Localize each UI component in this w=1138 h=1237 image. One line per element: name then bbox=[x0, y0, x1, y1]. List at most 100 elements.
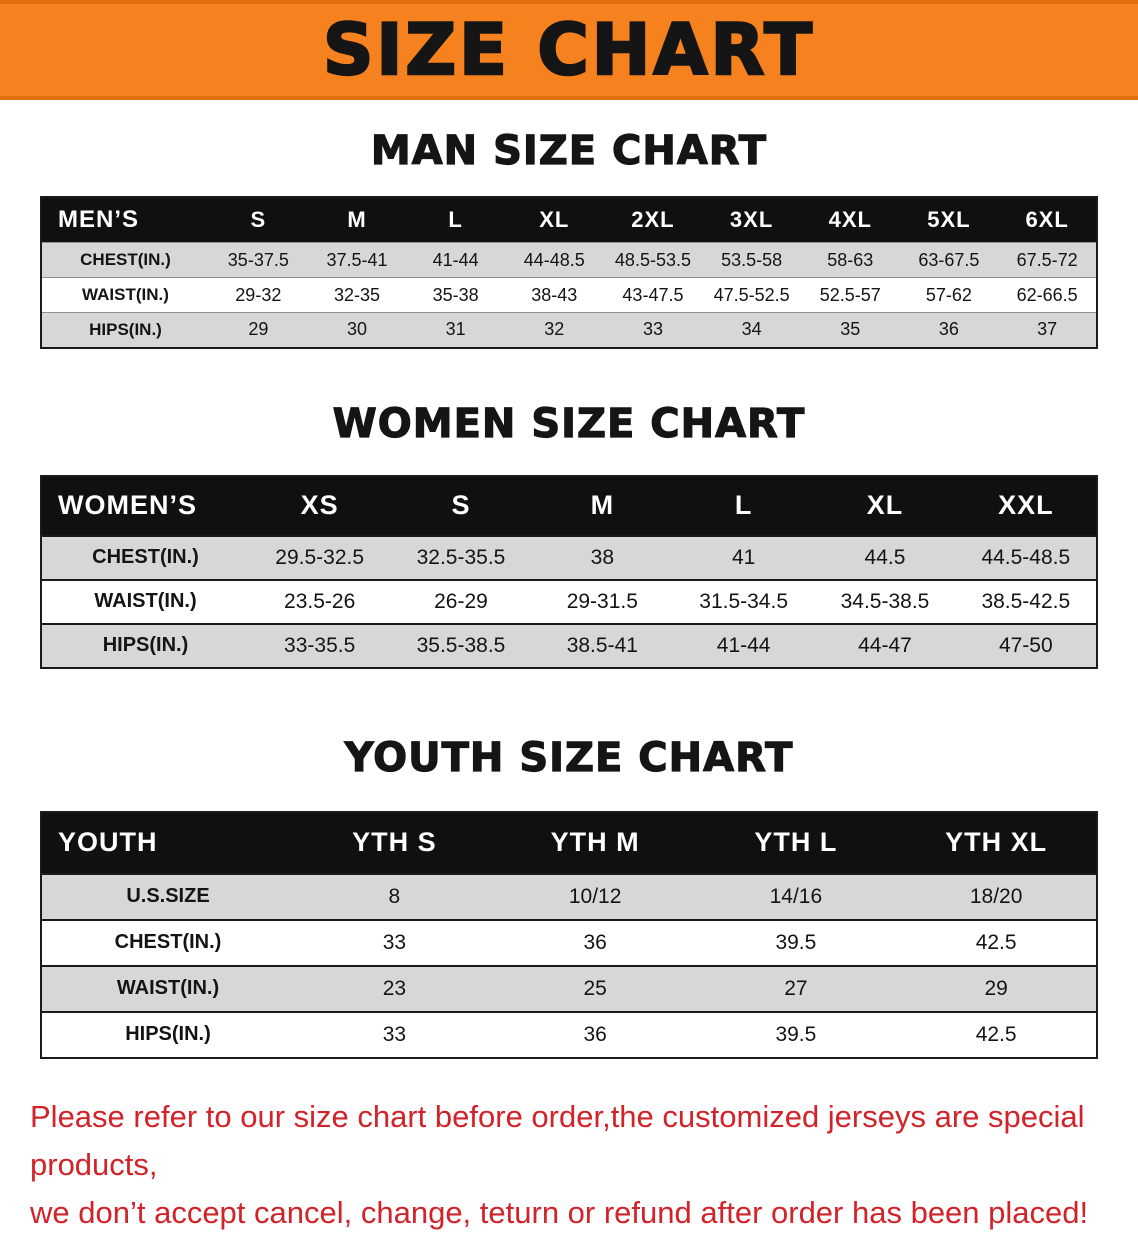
table-row: HIPS(IN.) 33-35.5 35.5-38.5 38.5-41 41-44 44-… bbox=[41, 623, 1097, 668]
size-value-cell: 14/16 bbox=[769, 884, 823, 908]
size-column-header: L bbox=[672, 475, 815, 536]
size-value-cell: 35-38 bbox=[432, 284, 479, 305]
size-value-cell: 23.5-26 bbox=[284, 589, 356, 613]
size-value-cell: 34 bbox=[741, 319, 762, 340]
size-column-header: M bbox=[531, 475, 673, 536]
women-size-table: WOMEN’S XS S M L XL XXL CHEST(IN.) 29.5-32.5 32.5… bbox=[40, 474, 1098, 669]
table-corner-label: WOMEN’S bbox=[41, 475, 249, 536]
table-corner-label: MEN’S bbox=[41, 197, 209, 243]
row-label: HIPS(IN.) bbox=[102, 634, 189, 656]
size-value-cell: 29 bbox=[984, 976, 1008, 1000]
table-row: WAIST(IN.) 23.5-26 26-29 29-31.5 31.5-34.5 34… bbox=[41, 579, 1097, 624]
table-row: WAIST(IN.) 29-32 32-35 35-38 38-43 43-47.5 47.… bbox=[41, 277, 1097, 313]
men-chart-heading: MAN SIZE CHART bbox=[370, 127, 768, 174]
size-value-cell: 44.5-48.5 bbox=[981, 545, 1071, 569]
size-value-cell: 36 bbox=[583, 930, 607, 954]
size-value-cell: 35 bbox=[840, 319, 861, 340]
size-value-cell: 34.5-38.5 bbox=[840, 589, 930, 613]
table-row: HIPS(IN.) 33 36 39.5 42.5 bbox=[41, 1011, 1097, 1058]
size-value-cell: 35-37.5 bbox=[227, 249, 289, 270]
size-value-cell: 8 bbox=[388, 884, 401, 908]
charts-container: MAN SIZE CHART MEN’S S M L XL 2XL 3XL 4XL 5XL 6XL C… bbox=[0, 127, 1138, 1059]
size-column-header: XL bbox=[504, 197, 604, 243]
size-value-cell: 38.5-41 bbox=[566, 633, 638, 657]
size-value-cell: 18/20 bbox=[969, 884, 1023, 908]
table-row: CHEST(IN.) 35-37.5 37.5-41 41-44 44-48.5 48.5… bbox=[41, 242, 1097, 278]
table-header-row: YOUTH YTH S YTH M YTH L YTH XL bbox=[41, 811, 1097, 874]
footer-note: Please refer to our size chart before or… bbox=[30, 1093, 1118, 1237]
size-value-cell: 63-67.5 bbox=[918, 249, 980, 270]
footer-note-line-2: we don’t accept cancel, change, teturn o… bbox=[30, 1194, 1089, 1230]
men-size-table: MEN’S S M L XL 2XL 3XL 4XL 5XL 6XL CHEST(IN.) 35-37… bbox=[40, 196, 1098, 349]
size-value-cell: 44-48.5 bbox=[523, 249, 585, 270]
size-value-cell: 30 bbox=[346, 319, 367, 340]
size-value-cell: 67.5-72 bbox=[1016, 249, 1078, 270]
size-value-cell: 36 bbox=[938, 319, 959, 340]
row-label: U.S.SIZE bbox=[126, 885, 210, 907]
size-value-cell: 57-62 bbox=[925, 284, 972, 305]
size-column-header: M bbox=[307, 197, 407, 243]
size-value-cell: 29.5-32.5 bbox=[275, 545, 365, 569]
size-column-header: XS bbox=[249, 475, 391, 536]
size-value-cell: 52.5-57 bbox=[819, 284, 881, 305]
size-value-cell: 33 bbox=[382, 930, 407, 954]
table-row: U.S.SIZE 8 10/12 14/16 18/20 bbox=[41, 873, 1097, 920]
size-column-header: XL bbox=[814, 475, 956, 536]
size-column-header: L bbox=[406, 197, 505, 243]
size-value-cell: 41-44 bbox=[716, 633, 771, 657]
footer-note-line-1: Please refer to our size chart before or… bbox=[30, 1098, 1085, 1182]
row-label: CHEST(IN.) bbox=[114, 931, 222, 953]
size-value-cell: 27 bbox=[784, 976, 808, 1000]
size-value-cell: 35.5-38.5 bbox=[416, 633, 506, 657]
size-value-cell: 43-47.5 bbox=[622, 284, 684, 305]
size-value-cell: 41 bbox=[731, 545, 756, 569]
youth-chart-heading: YOUTH SIZE CHART bbox=[344, 734, 794, 781]
size-value-cell: 26-29 bbox=[434, 589, 488, 613]
row-label: WAIST(IN.) bbox=[94, 590, 197, 612]
size-chart-banner: SIZE CHART bbox=[0, 0, 1138, 100]
size-column-header: YTH L bbox=[695, 811, 897, 874]
size-value-cell: 36 bbox=[583, 1022, 607, 1046]
size-value-cell: 47-50 bbox=[998, 633, 1053, 657]
table-header-row: MEN’S S M L XL 2XL 3XL 4XL 5XL 6XL bbox=[41, 197, 1097, 243]
size-column-header: S bbox=[390, 475, 532, 536]
size-value-cell: 32 bbox=[544, 319, 565, 340]
table-corner-label: YOUTH bbox=[41, 811, 294, 874]
size-value-cell: 32.5-35.5 bbox=[416, 545, 506, 569]
size-column-header: 2XL bbox=[603, 197, 703, 243]
size-value-cell: 31 bbox=[445, 319, 466, 340]
row-label: CHEST(IN.) bbox=[80, 250, 171, 269]
table-row: CHEST(IN.) 29.5-32.5 32.5-35.5 38 41 44.5 44.5… bbox=[41, 535, 1097, 580]
women-chart-heading: WOMEN SIZE CHART bbox=[332, 400, 806, 447]
size-value-cell: 47.5-52.5 bbox=[713, 284, 790, 305]
size-value-cell: 44.5 bbox=[864, 545, 906, 569]
table-header-row: WOMEN’S XS S M L XL XXL bbox=[41, 475, 1097, 536]
youth-size-table: YOUTH YTH S YTH M YTH L YTH XL U.S.SIZE 8 10/12… bbox=[40, 810, 1098, 1059]
size-value-cell: 62-66.5 bbox=[1016, 284, 1078, 305]
row-label: HIPS(IN.) bbox=[125, 1023, 211, 1045]
size-value-cell: 38 bbox=[590, 545, 614, 569]
size-column-header: S bbox=[209, 197, 308, 243]
size-value-cell: 33 bbox=[642, 319, 663, 340]
size-value-cell: 25 bbox=[583, 976, 607, 1000]
size-value-cell: 37 bbox=[1037, 319, 1058, 340]
size-value-cell: 32-35 bbox=[333, 284, 380, 305]
size-column-header: 4XL bbox=[800, 197, 900, 243]
size-value-cell: 39.5 bbox=[775, 930, 817, 954]
size-value-cell: 53.5-58 bbox=[721, 249, 783, 270]
youth-size-chart-section: YOUTH SIZE CHART YOUTH YTH S YTH M YTH L YTH … bbox=[0, 734, 1138, 1059]
size-value-cell: 29-31.5 bbox=[566, 589, 638, 613]
size-column-header: YTH M bbox=[494, 811, 696, 874]
table-row: CHEST(IN.) 33 36 39.5 42.5 bbox=[41, 919, 1097, 966]
men-size-chart-section: MAN SIZE CHART MEN’S S M L XL 2XL 3XL 4XL 5XL 6XL C… bbox=[0, 127, 1138, 349]
size-value-cell: 39.5 bbox=[775, 1022, 817, 1046]
size-column-header: YTH XL bbox=[896, 811, 1097, 874]
size-value-cell: 29 bbox=[248, 319, 269, 340]
size-column-header: 6XL bbox=[998, 197, 1097, 243]
size-value-cell: 38.5-42.5 bbox=[981, 589, 1071, 613]
row-label: HIPS(IN.) bbox=[89, 319, 162, 339]
size-value-cell: 31.5-34.5 bbox=[699, 589, 789, 613]
size-value-cell: 42.5 bbox=[975, 930, 1017, 954]
size-value-cell: 10/12 bbox=[568, 884, 622, 908]
